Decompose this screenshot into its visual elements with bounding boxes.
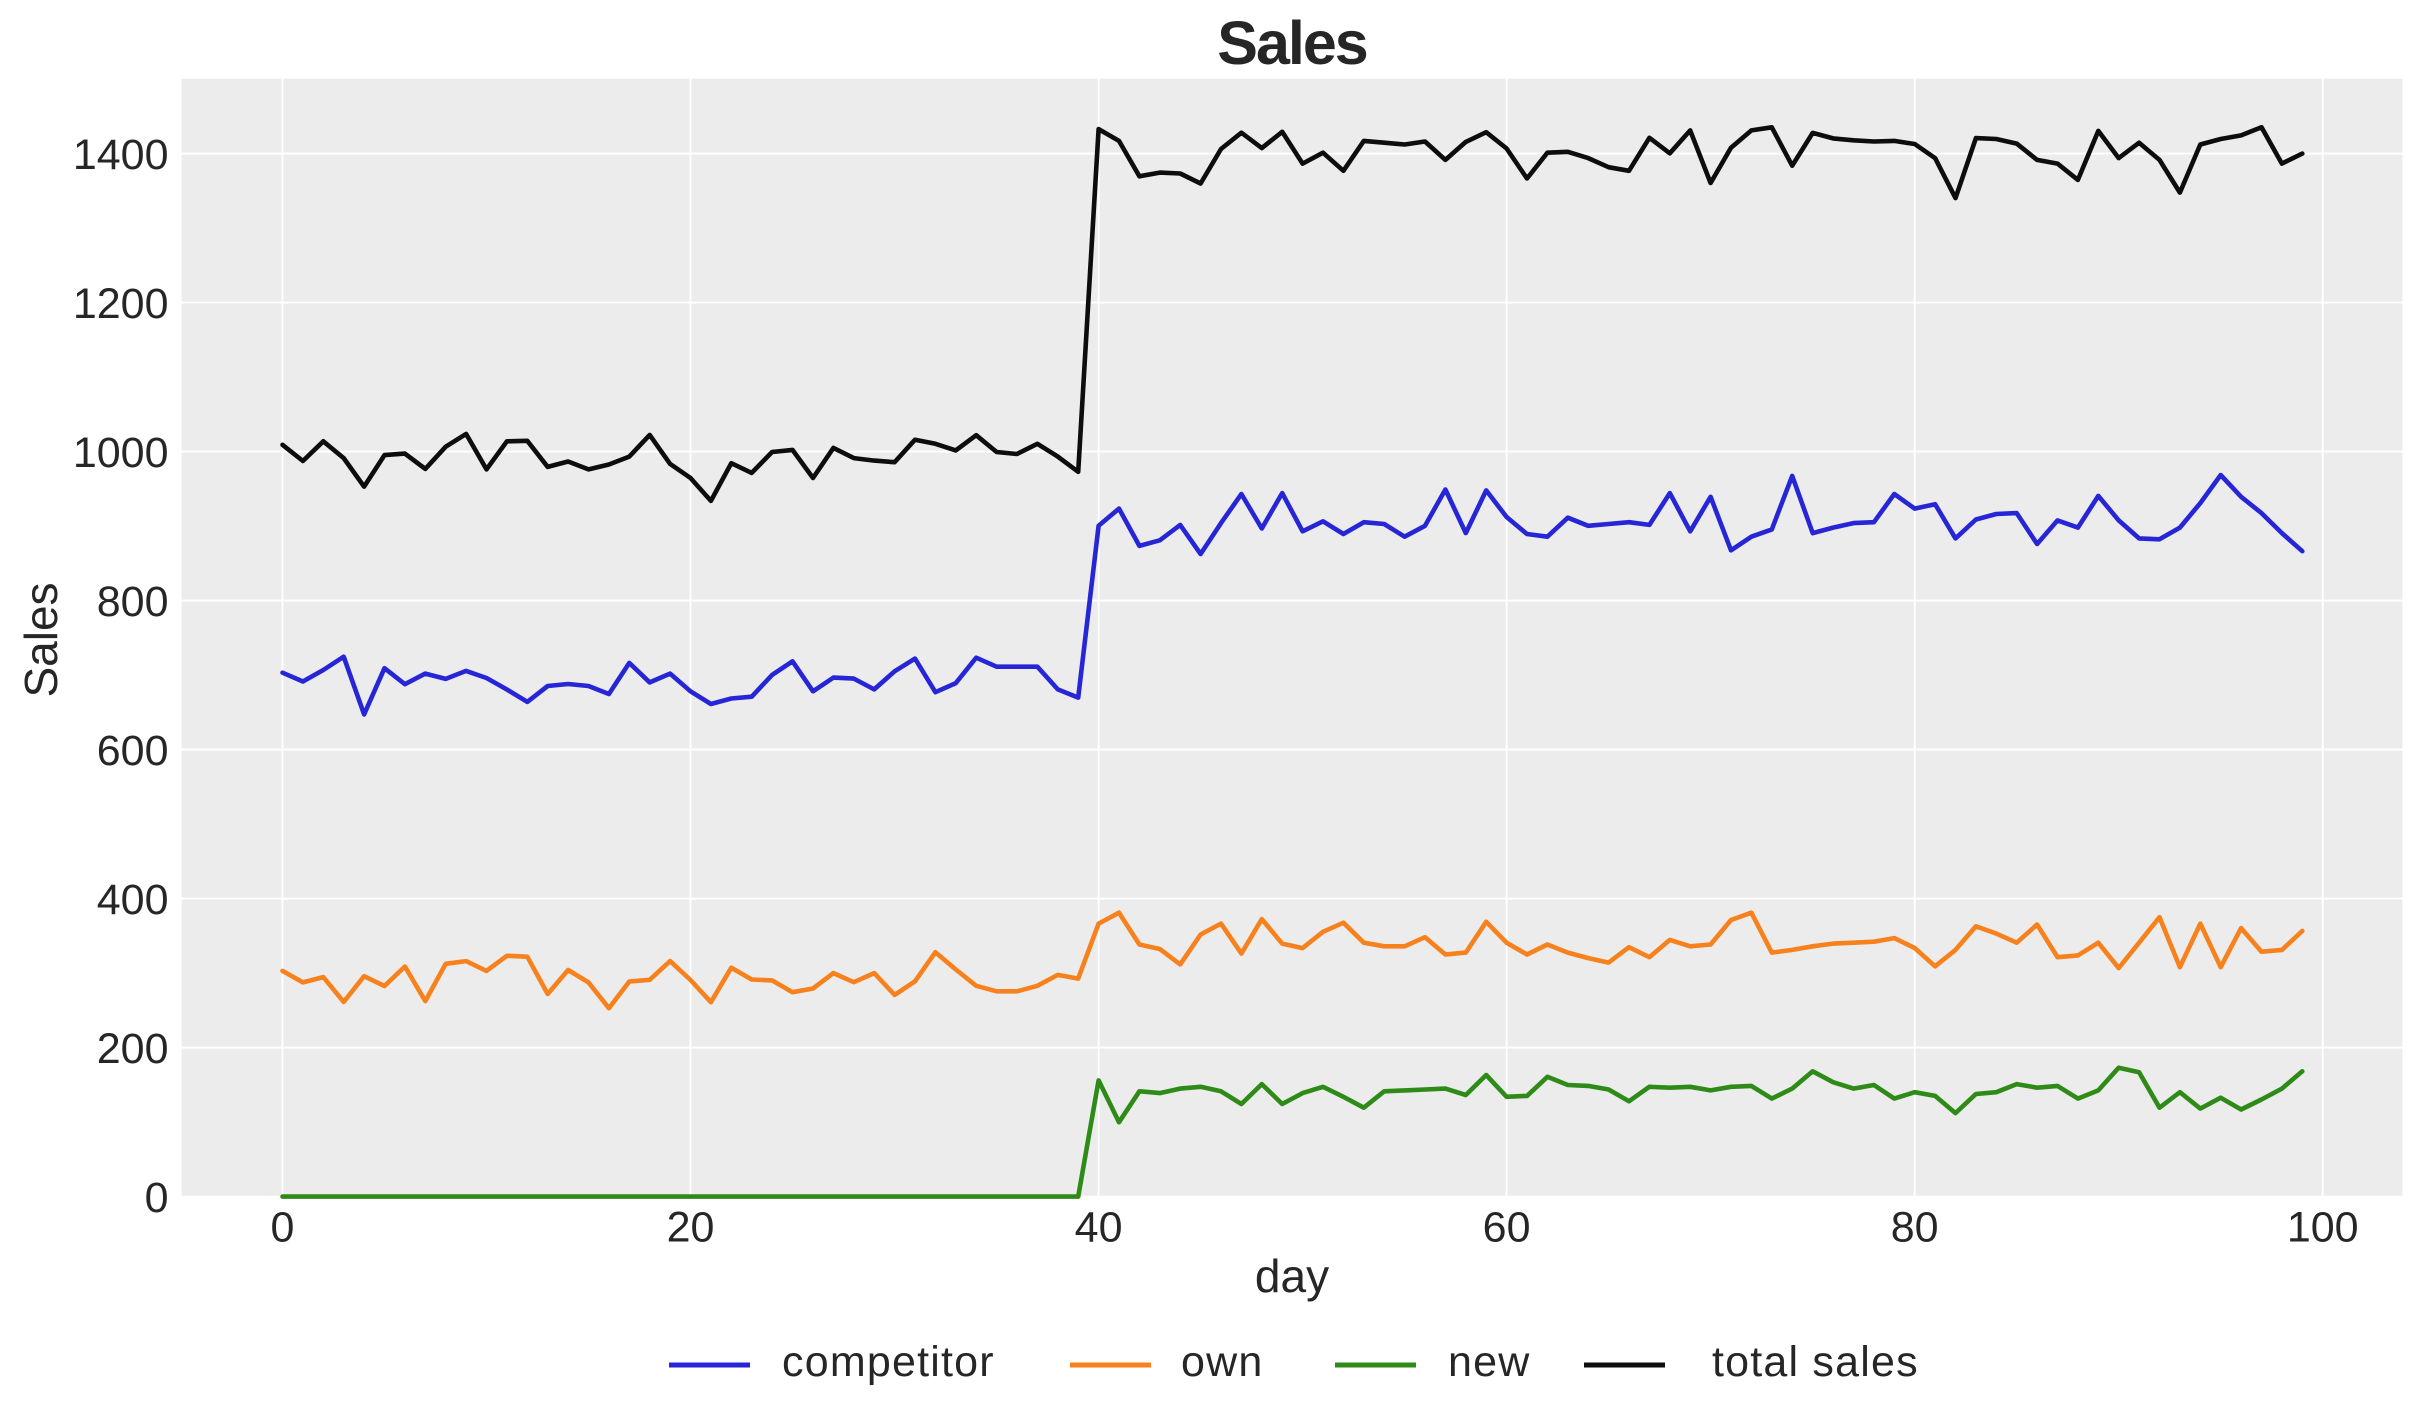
svg-text:competitor: competitor xyxy=(782,1338,995,1386)
svg-text:0: 0 xyxy=(271,1204,295,1252)
svg-text:800: 800 xyxy=(97,578,169,626)
svg-text:Sales: Sales xyxy=(1217,9,1366,77)
svg-text:1200: 1200 xyxy=(73,280,169,328)
svg-text:60: 60 xyxy=(1483,1204,1531,1252)
svg-text:day: day xyxy=(1255,1250,1329,1302)
svg-text:40: 40 xyxy=(1075,1204,1123,1252)
svg-text:own: own xyxy=(1181,1338,1263,1386)
svg-text:600: 600 xyxy=(97,727,169,775)
svg-text:1400: 1400 xyxy=(73,131,169,179)
svg-text:0: 0 xyxy=(145,1174,169,1222)
svg-text:200: 200 xyxy=(97,1025,169,1073)
svg-text:Sales: Sales xyxy=(15,582,67,697)
svg-text:1000: 1000 xyxy=(73,429,169,477)
svg-text:400: 400 xyxy=(97,876,169,924)
svg-text:80: 80 xyxy=(1891,1204,1939,1252)
svg-text:20: 20 xyxy=(667,1204,715,1252)
svg-text:new: new xyxy=(1448,1338,1530,1386)
svg-text:100: 100 xyxy=(2287,1204,2359,1252)
svg-text:total sales: total sales xyxy=(1712,1338,1919,1386)
